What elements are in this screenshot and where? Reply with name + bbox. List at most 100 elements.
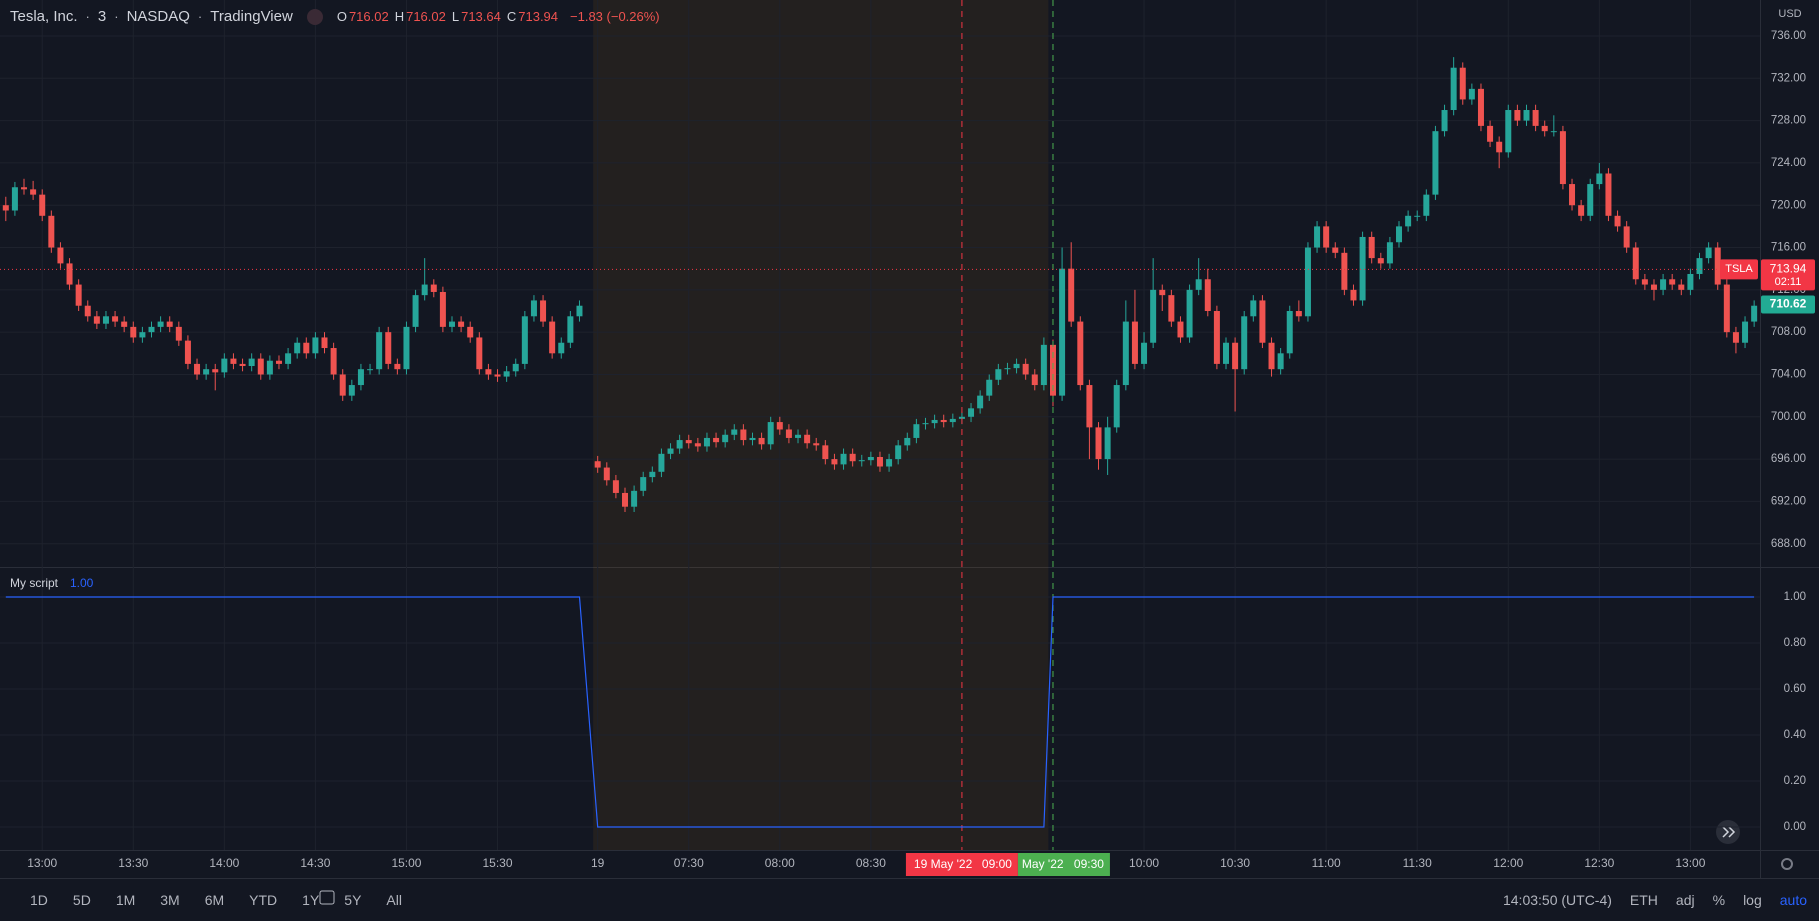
candle-body — [312, 337, 319, 354]
candle-body — [904, 437, 911, 446]
candle-body — [622, 492, 629, 507]
candle-body — [1559, 131, 1566, 185]
candle-body — [166, 321, 173, 327]
x-tick-label: 11:00 — [1312, 856, 1341, 870]
option-button[interactable]: ETH — [1629, 892, 1658, 908]
option-button[interactable]: adj — [1675, 892, 1695, 908]
range-button[interactable]: 5D — [72, 892, 91, 908]
symbol-label-bg — [1720, 259, 1758, 280]
candle-body — [148, 326, 155, 333]
candle-body — [1004, 368, 1011, 370]
candle-body — [11, 187, 18, 211]
y-tick-label: 728.00 — [1771, 115, 1806, 127]
option-button[interactable]: auto — [1779, 892, 1807, 908]
range-button[interactable]: 1D — [30, 892, 48, 908]
candle-body — [439, 291, 446, 327]
candle-body — [740, 429, 747, 441]
last-price-label: 713.94 — [1770, 261, 1807, 275]
x-tick-label: 08:30 — [856, 856, 886, 870]
candle-body — [1514, 110, 1521, 121]
indicator-value: 1.00 — [70, 576, 94, 590]
candle-body — [39, 194, 46, 216]
candle-body — [30, 189, 37, 195]
candle-body — [1487, 125, 1494, 142]
candle-body — [376, 332, 383, 370]
candle-body — [558, 342, 565, 354]
range-button[interactable]: 1M — [115, 892, 136, 908]
candle-body — [612, 480, 619, 493]
range-button[interactable]: 6M — [204, 892, 225, 908]
candle-body — [1423, 194, 1430, 216]
candle-body — [157, 321, 164, 327]
candle-body — [458, 321, 465, 327]
candle-body — [1614, 215, 1621, 227]
candle-body — [822, 445, 829, 460]
option-button[interactable]: log — [1743, 892, 1762, 908]
x-tick-label: 12:30 — [1584, 856, 1614, 870]
range-button[interactable]: 1Y — [302, 892, 320, 908]
candle-body — [139, 332, 146, 338]
y-tick-label: 700.00 — [1771, 411, 1806, 423]
candle-body — [995, 369, 1002, 380]
range-button[interactable]: 3M — [160, 892, 180, 908]
y-tick-label: 716.00 — [1771, 242, 1806, 254]
range-button[interactable]: YTD — [249, 892, 278, 908]
candle-body — [1723, 284, 1730, 333]
candle-body — [1751, 305, 1758, 322]
candle-body — [403, 326, 410, 370]
candle-body — [1496, 141, 1503, 153]
candle-body — [1732, 332, 1739, 343]
candle-body — [1113, 385, 1120, 428]
currency: USD — [1778, 8, 1801, 20]
candle-body — [1687, 273, 1694, 290]
y-tick-label: 0.60 — [1784, 683, 1806, 695]
candle-body — [521, 316, 528, 364]
candle-body — [1068, 268, 1075, 322]
candle-body — [1031, 374, 1038, 386]
candle-body — [1605, 173, 1612, 216]
candle-body — [849, 453, 856, 462]
candle-body — [1359, 236, 1366, 301]
exchange: NASDAQ — [126, 8, 190, 25]
ohlc-key: H — [394, 9, 405, 24]
candle-body — [467, 326, 474, 338]
candle-body — [840, 453, 847, 465]
candle-body — [175, 326, 182, 341]
range-button[interactable]: All — [386, 892, 402, 908]
candle-body — [1122, 321, 1129, 386]
range-button[interactable]: 5Y — [344, 892, 362, 908]
candle-body — [1532, 110, 1539, 126]
candle-body — [1304, 247, 1311, 317]
candle-body — [1368, 236, 1375, 259]
option-button[interactable]: % — [1712, 892, 1726, 908]
candle-body — [1550, 131, 1557, 133]
candle-body — [130, 326, 137, 338]
candle-body — [667, 448, 674, 454]
symbol: Tesla, Inc. — [10, 8, 78, 25]
y-tick-label: 736.00 — [1771, 30, 1806, 42]
candle-body — [1660, 279, 1667, 290]
x-tick-label: 11:30 — [1403, 856, 1432, 870]
candle-body — [485, 369, 492, 375]
x-tick-label: 07:30 — [674, 856, 704, 870]
candle-body — [931, 419, 938, 424]
candle-body — [1641, 279, 1648, 285]
candle-body — [1705, 247, 1712, 259]
candle-body — [804, 434, 811, 444]
candle-body — [57, 247, 64, 264]
candle-body — [658, 453, 665, 472]
date-range-icon[interactable] — [319, 890, 335, 905]
marker-date: 19 May '22 — [914, 857, 973, 871]
candle-body — [1022, 363, 1029, 375]
candle-body — [503, 371, 510, 377]
candle-body — [1159, 289, 1166, 296]
candle-body — [977, 395, 984, 409]
candle-body — [1168, 295, 1175, 322]
candle-body — [785, 429, 792, 438]
candle-body — [603, 467, 610, 481]
settings-icon[interactable] — [1781, 858, 1793, 870]
candle-body — [1632, 247, 1639, 280]
candle-body — [1523, 110, 1530, 121]
candle-body — [1432, 131, 1439, 195]
